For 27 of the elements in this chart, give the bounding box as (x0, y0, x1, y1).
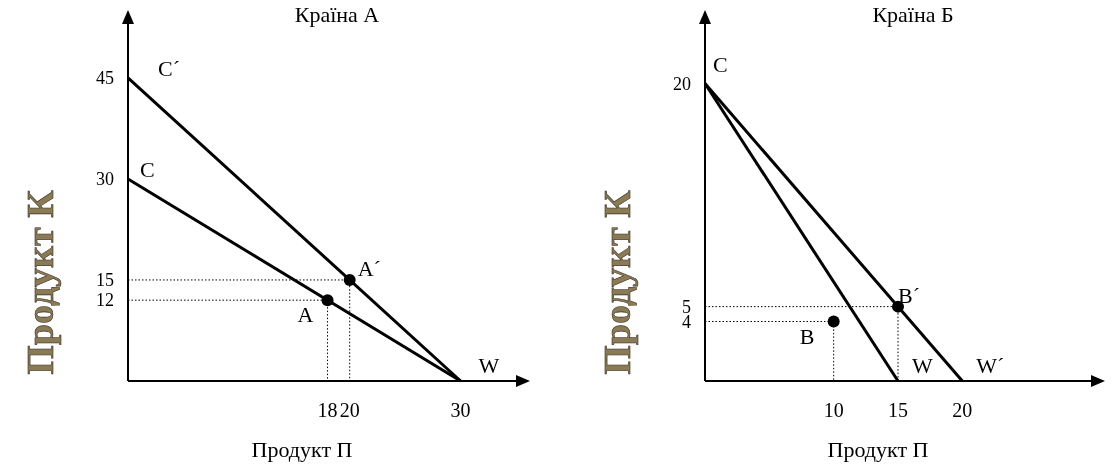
annotation: B (799, 323, 815, 349)
x-tick-label: 10 (823, 399, 844, 421)
annotation: C´ (158, 55, 180, 81)
x-tick-label: 20 (952, 399, 973, 421)
y-tick-label: 12 (96, 290, 114, 311)
annotation: C (140, 156, 155, 182)
x-tick-label: 18 (317, 399, 338, 421)
y-tick-label: 45 (96, 67, 114, 88)
annotation: C (713, 51, 728, 77)
annotation: W´ (976, 353, 1005, 378)
chart-title: Країна А (294, 2, 380, 27)
y-tick-label: 30 (96, 168, 114, 189)
annotation: A´ (357, 255, 381, 281)
annotation: W (912, 353, 933, 378)
y-tick-label: 20 (673, 73, 691, 94)
x-tick-label: 15 (888, 399, 908, 421)
annotation: A (297, 302, 314, 328)
annotation: W (478, 353, 500, 378)
y-axis-title: Продукт К (19, 189, 61, 375)
chart-title: Країна Б (872, 2, 954, 27)
x-tick-label: 20 (339, 399, 360, 421)
y-tick-label: 15 (96, 269, 114, 290)
annotation: B´ (898, 282, 920, 308)
x-axis-title: Продукт П (251, 437, 353, 462)
x-axis-title: Продукт П (827, 437, 929, 462)
x-tick-label: 30 (450, 399, 471, 421)
y-axis-title: Продукт К (596, 189, 638, 375)
